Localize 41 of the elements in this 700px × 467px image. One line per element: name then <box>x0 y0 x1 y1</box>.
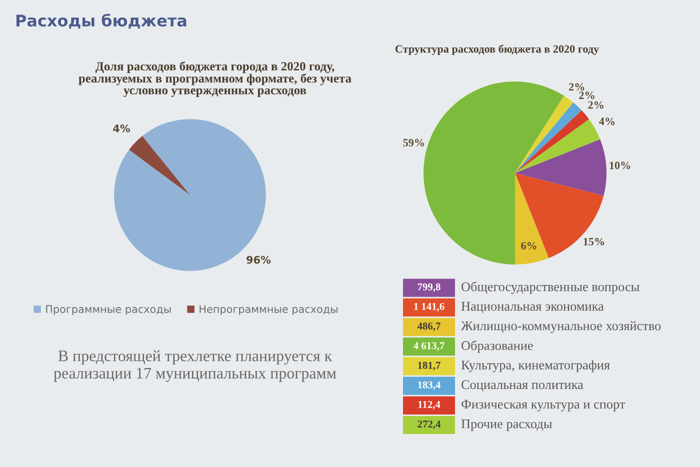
legend-label: Прочие расходы <box>461 420 552 431</box>
legend-label: Непрограммные расходы <box>200 305 338 316</box>
legend-label: Образование <box>462 340 533 353</box>
legend-label: Общегосударственные вопросы <box>462 282 640 294</box>
chart-title: Структура расходов бюджета в 2020 году <box>395 44 599 55</box>
pie-slice <box>515 119 600 173</box>
pie-slice <box>515 96 574 173</box>
data-label: 15% <box>584 238 604 246</box>
data-label: 96% <box>246 256 271 264</box>
pie-slice <box>515 139 607 196</box>
pie-slice <box>423 81 564 265</box>
data-label: 2% <box>568 83 584 91</box>
legend-label: Физическая культура и спорт <box>462 400 626 412</box>
text: 799,8 <box>418 283 440 292</box>
data-label: 4% <box>599 118 615 126</box>
text: 181,7 <box>418 362 440 370</box>
text: 112,4 <box>418 401 440 410</box>
legend-label: Программные расходы <box>46 305 171 316</box>
pie-slice <box>515 102 582 173</box>
pie-slice <box>515 173 604 258</box>
chart-title: Доля расходов бюджета города в 2020 году, реализуемых в программном формате, без учета условно утвержденных расходов <box>78 61 352 97</box>
legend-label: Культура, кинематография <box>461 360 610 372</box>
legend-label: Жилищно-коммунальное хозяйство <box>461 321 661 333</box>
text: 272,4 <box>418 420 441 430</box>
text: 183,4 <box>418 381 441 390</box>
data-label: 2% <box>588 101 604 109</box>
data-label: 6% <box>521 242 536 250</box>
text: 486,7 <box>417 322 440 332</box>
pie-slice <box>515 110 590 173</box>
text: 1 141,6 <box>414 303 444 312</box>
legend-label: Национальная экономика <box>461 302 604 314</box>
data-label: 10% <box>610 162 630 170</box>
data-label: 59% <box>403 138 424 146</box>
pie-slice <box>515 173 549 265</box>
pie-slice <box>129 136 190 195</box>
data-label: 2% <box>579 92 594 100</box>
text: 4 613,7 <box>414 342 444 351</box>
text: В предстоящей трехлетке планируется к реализации 17 муниципальных программ <box>54 350 336 382</box>
legend-label: Социальная политика <box>462 380 584 392</box>
data-label: 4% <box>113 124 130 132</box>
text: Расходы бюджета <box>16 14 186 29</box>
